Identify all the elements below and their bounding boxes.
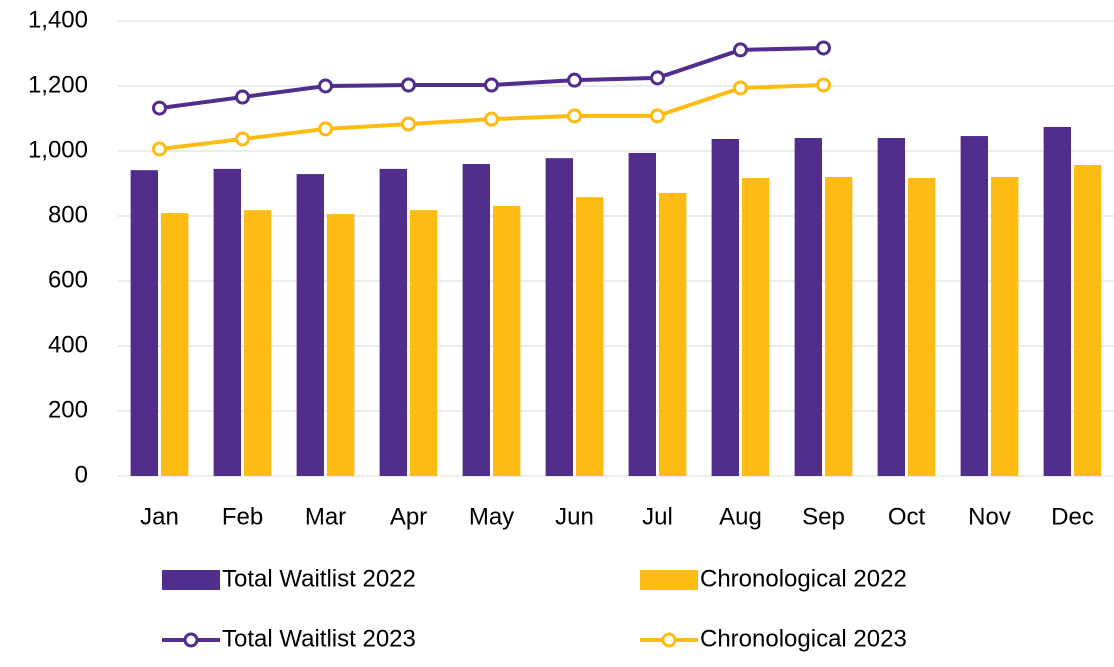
- bar: [545, 158, 573, 476]
- bar: [462, 164, 490, 476]
- line-marker: [484, 111, 499, 127]
- legend-swatch: [183, 632, 199, 648]
- line-marker: [318, 121, 333, 137]
- line-marker: [484, 77, 499, 93]
- line-marker: [816, 77, 831, 93]
- line-marker: [235, 131, 250, 147]
- line-marker: [401, 77, 416, 93]
- y-tick-label: 1,400: [28, 6, 88, 33]
- bar: [628, 152, 656, 476]
- y-tick-label: 1,200: [28, 71, 88, 98]
- line-marker: [733, 42, 748, 58]
- legend-swatch: [661, 632, 677, 648]
- bar: [877, 138, 905, 476]
- bar: [908, 177, 936, 476]
- bar: [991, 177, 1019, 476]
- bar: [379, 168, 407, 476]
- bar: [493, 205, 521, 477]
- x-tick-label: Dec: [1051, 503, 1094, 530]
- bar: [960, 136, 988, 477]
- legend-swatch: [640, 570, 698, 590]
- y-tick-label: 0: [75, 461, 88, 488]
- line-marker: [152, 141, 167, 157]
- bar: [659, 192, 687, 477]
- line-marker: [318, 78, 333, 94]
- line-marker: [401, 116, 416, 132]
- legend-label: Chronological 2022: [700, 565, 907, 592]
- bar: [161, 213, 189, 476]
- legend-label: Total Waitlist 2023: [222, 625, 416, 652]
- y-tick-label: 400: [48, 331, 88, 358]
- x-tick-label: Feb: [222, 503, 263, 530]
- line-marker: [235, 89, 250, 105]
- bar: [825, 177, 853, 476]
- y-tick-label: 200: [48, 396, 88, 423]
- x-tick-label: Jan: [140, 503, 179, 530]
- x-tick-label: Aug: [719, 503, 762, 530]
- y-tick-label: 600: [48, 266, 88, 293]
- x-tick-label: Jul: [642, 503, 673, 530]
- x-tick-label: Nov: [968, 503, 1011, 530]
- line-marker: [152, 100, 167, 116]
- bar: [130, 170, 158, 477]
- line-marker: [567, 108, 582, 124]
- legend-label: Chronological 2023: [700, 625, 907, 652]
- legend-swatch: [162, 570, 220, 590]
- x-tick-label: Apr: [390, 503, 427, 530]
- x-tick-label: Jun: [555, 503, 594, 530]
- x-tick-label: Oct: [888, 503, 926, 530]
- bar: [296, 174, 324, 476]
- y-tick-label: 800: [48, 201, 88, 228]
- x-tick-label: May: [469, 503, 514, 530]
- bar: [1074, 164, 1102, 476]
- bar: [213, 168, 241, 476]
- legend-label: Total Waitlist 2022: [222, 565, 416, 592]
- bar: [327, 214, 355, 477]
- bar: [711, 138, 739, 476]
- bar: [576, 197, 604, 476]
- y-tick-label: 1,000: [28, 136, 88, 163]
- x-tick-label: Mar: [305, 503, 346, 530]
- line-marker: [733, 80, 748, 96]
- bar: [742, 177, 770, 476]
- bar: [410, 210, 438, 476]
- x-tick-label: Sep: [802, 503, 845, 530]
- line-marker: [816, 40, 831, 56]
- bar: [1043, 126, 1071, 476]
- bar: [244, 210, 272, 476]
- line-marker: [567, 72, 582, 88]
- bar: [794, 138, 822, 476]
- line-marker: [650, 70, 665, 86]
- line-marker: [650, 108, 665, 124]
